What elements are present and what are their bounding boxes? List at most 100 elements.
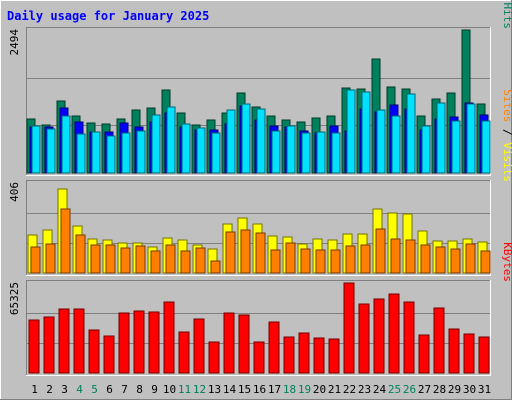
y-axis-max-label: 65325 — [8, 282, 21, 315]
bar-pages-day-26 — [406, 93, 416, 174]
bar-kbytes-day-8 — [133, 310, 145, 374]
chart-panels: 2494 Pages / Files / Hits 406 Sites / Visit… — [8, 0, 512, 376]
x-tick-day-21: 21 — [328, 383, 341, 396]
legend-kbytes: KBytes — [501, 242, 512, 282]
bar-pages-day-1 — [31, 125, 41, 174]
bar-kbytes-day-24 — [373, 298, 385, 374]
bar-sites-day-27 — [420, 244, 431, 274]
chart-title: Daily usage for January 2025 — [7, 9, 209, 23]
x-tick-day-27: 27 — [418, 383, 431, 396]
bar-kbytes-day-7 — [118, 312, 130, 374]
bar-sites-day-5 — [90, 244, 101, 274]
bar-sites-day-2 — [45, 243, 56, 274]
x-tick-day-4: 4 — [76, 383, 83, 396]
x-tick-day-13: 13 — [208, 383, 221, 396]
bar-sites-day-12 — [195, 247, 206, 274]
legend-hits-files-pages: Pages / Files / Hits — [501, 0, 512, 29]
x-tick-day-17: 17 — [268, 383, 281, 396]
bar-sites-day-13 — [210, 260, 221, 274]
bar-pages-day-13 — [211, 132, 221, 174]
bar-pages-day-19 — [301, 132, 311, 174]
bar-kbytes-day-14 — [223, 312, 235, 374]
bar-sites-day-8 — [135, 245, 146, 274]
bar-pages-day-20 — [316, 131, 326, 174]
bar-kbytes-day-28 — [433, 307, 445, 374]
x-tick-day-3: 3 — [61, 383, 68, 396]
x-tick-day-15: 15 — [238, 383, 251, 396]
bar-sites-day-3 — [60, 208, 71, 274]
bar-kbytes-day-22 — [343, 282, 355, 374]
x-tick-day-12: 12 — [193, 383, 206, 396]
bar-kbytes-day-12 — [193, 318, 205, 374]
bar-pages-day-22 — [346, 89, 356, 174]
bar-sites-day-30 — [465, 243, 476, 274]
bar-sites-day-20 — [315, 249, 326, 274]
bar-pages-day-5 — [91, 131, 101, 174]
x-axis-day-labels: 1 2 3 4 5 6 7 8 9 10 11 12 13 14 15 16 17 18 19 20 21 22 23 24 2… — [31, 383, 491, 396]
x-tick-day-7: 7 — [121, 383, 128, 396]
x-tick-day-18: 18 — [283, 383, 296, 396]
bar-kbytes-day-5 — [88, 329, 100, 374]
bar-sites-day-26 — [405, 239, 416, 274]
bar-sites-day-28 — [435, 246, 446, 274]
bar-kbytes-day-13 — [208, 341, 220, 374]
bar-kbytes-day-30 — [463, 333, 475, 374]
bar-sites-day-11 — [180, 250, 191, 274]
x-tick-day-2: 2 — [46, 383, 53, 396]
x-tick-day-6: 6 — [106, 383, 113, 396]
bar-kbytes-day-21 — [328, 338, 340, 374]
bar-kbytes-day-31 — [478, 336, 490, 374]
bar-pages-day-4 — [76, 133, 86, 174]
bar-pages-day-8 — [136, 130, 146, 174]
bar-pages-day-16 — [256, 108, 266, 174]
bar-pages-day-9 — [151, 114, 161, 174]
bar-pages-day-17 — [271, 130, 281, 174]
legend-visits: Visits — [501, 142, 512, 182]
bar-sites-day-18 — [285, 242, 296, 274]
bar-sites-day-16 — [255, 232, 266, 274]
bar-sites-day-1 — [30, 246, 41, 274]
bar-pages-day-7 — [121, 132, 131, 174]
bar-sites-day-22 — [345, 245, 356, 274]
bar-pages-day-24 — [376, 109, 386, 174]
bar-kbytes-day-26 — [403, 301, 415, 374]
bar-kbytes-day-23 — [358, 303, 370, 374]
bar-kbytes-day-25 — [388, 293, 400, 374]
panel-visits-sites: 406 Sites / Visits — [8, 89, 512, 276]
bar-pages-day-15 — [241, 103, 251, 174]
bar-pages-day-6 — [106, 135, 116, 174]
x-tick-day-9: 9 — [151, 383, 158, 396]
bar-sites-day-17 — [270, 249, 281, 274]
bar-kbytes-day-19 — [298, 332, 310, 374]
bar-pages-day-25 — [391, 115, 401, 174]
bar-sites-day-21 — [330, 249, 341, 274]
bar-pages-day-10 — [166, 106, 176, 174]
bar-kbytes-day-3 — [58, 308, 70, 374]
bar-kbytes-day-2 — [43, 316, 55, 374]
bar-kbytes-day-9 — [148, 311, 160, 374]
bar-sites-day-23 — [360, 244, 371, 274]
x-tick-day-30: 30 — [463, 383, 476, 396]
bar-pages-day-3 — [61, 115, 71, 174]
bar-sites-day-10 — [165, 244, 176, 274]
bar-kbytes-day-10 — [163, 301, 175, 374]
bar-sites-day-19 — [300, 248, 311, 274]
x-tick-day-11: 11 — [178, 383, 191, 396]
panel-hits-files-pages: 2494 Pages / Files / Hits — [8, 0, 512, 176]
legend-visits-sites: Sites / Visits — [501, 89, 512, 182]
x-tick-day-29: 29 — [448, 383, 461, 396]
legend-kbytes: KBytes — [501, 242, 512, 282]
bar-sites-day-6 — [105, 244, 116, 274]
bar-kbytes-day-16 — [253, 341, 265, 374]
x-tick-day-10: 10 — [163, 383, 176, 396]
x-tick-day-20: 20 — [313, 383, 326, 396]
x-tick-day-28: 28 — [433, 383, 446, 396]
x-tick-day-22: 22 — [343, 383, 356, 396]
legend-hits: Hits — [501, 3, 512, 30]
bar-kbytes-day-27 — [418, 334, 430, 374]
bar-kbytes-day-15 — [238, 314, 250, 374]
bar-kbytes-day-29 — [448, 328, 460, 374]
x-tick-day-8: 8 — [136, 383, 143, 396]
